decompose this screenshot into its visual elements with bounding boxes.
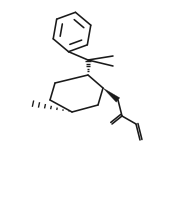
Polygon shape [103,89,120,103]
